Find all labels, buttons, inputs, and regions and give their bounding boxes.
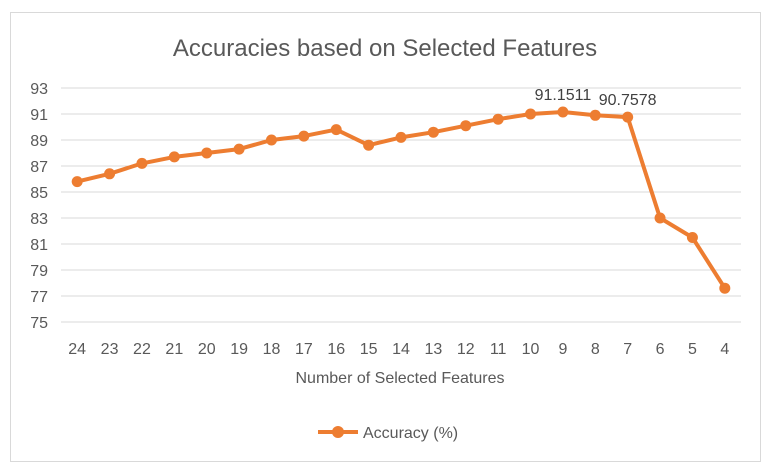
x-tick-label: 5	[688, 341, 697, 358]
data-point	[104, 168, 116, 180]
data-point	[719, 282, 731, 294]
x-tick-label: 4	[720, 341, 729, 358]
x-tick-label: 23	[101, 341, 119, 358]
y-tick-label: 81	[30, 237, 48, 254]
x-axis-ticks: 24 23 22 21 20 19 18 17 16 15 14 13 12 11 10 9 8 7 6 5 4	[68, 341, 729, 358]
data-point	[460, 120, 472, 132]
legend-label: Accuracy (%)	[363, 425, 458, 442]
data-point	[557, 106, 569, 118]
series-accuracy	[71, 106, 731, 294]
x-tick-label: 14	[392, 341, 410, 358]
y-tick-label: 85	[30, 185, 48, 202]
y-tick-label: 83	[30, 211, 48, 228]
x-tick-label: 7	[623, 341, 632, 358]
x-tick-label: 21	[165, 341, 183, 358]
data-point	[427, 126, 439, 138]
x-tick-label: 16	[327, 341, 345, 358]
data-point	[265, 134, 277, 146]
x-tick-label: 18	[263, 341, 281, 358]
data-point	[363, 139, 375, 151]
data-point	[136, 157, 148, 169]
x-tick-label: 10	[522, 341, 540, 358]
x-tick-label: 24	[68, 341, 86, 358]
data-point	[71, 176, 83, 188]
x-tick-label: 11	[490, 341, 507, 358]
data-point	[395, 131, 407, 143]
data-point	[233, 143, 245, 155]
x-tick-label: 13	[424, 341, 442, 358]
y-tick-label: 77	[30, 289, 48, 306]
data-label: 90.7578	[599, 92, 657, 109]
x-tick-label: 20	[198, 341, 216, 358]
data-point	[589, 109, 601, 121]
gridlines	[61, 87, 741, 323]
y-tick-label: 91	[30, 107, 48, 124]
data-point	[622, 111, 634, 123]
x-tick-label: 12	[457, 341, 475, 358]
chart-frame	[10, 12, 761, 462]
legend-dot-marker	[332, 426, 344, 438]
x-tick-label: 9	[558, 341, 567, 358]
x-tick-label: 8	[591, 341, 600, 358]
data-point	[168, 151, 180, 163]
data-point	[201, 147, 213, 159]
data-label: 91.1511	[535, 87, 592, 104]
x-tick-label: 15	[360, 341, 378, 358]
x-tick-label: 17	[295, 341, 313, 358]
y-tick-label: 93	[30, 81, 48, 98]
data-point	[492, 113, 504, 125]
data-point	[330, 124, 342, 136]
y-tick-label: 87	[30, 159, 48, 176]
data-point	[525, 108, 537, 120]
y-axis-ticks: 75 77 79 81 83 85 87 89 91 93	[30, 81, 48, 332]
legend: Accuracy (%)	[318, 425, 458, 442]
x-tick-label: 22	[133, 341, 151, 358]
data-point	[686, 232, 698, 243]
y-tick-label: 79	[30, 263, 48, 280]
x-tick-label: 19	[230, 341, 248, 358]
x-axis-title: Number of Selected Features	[296, 370, 505, 387]
data-point	[298, 130, 310, 142]
y-tick-label: 89	[30, 133, 48, 150]
data-labels: 91.1511 90.7578	[535, 87, 657, 109]
x-tick-label: 6	[656, 341, 665, 358]
y-tick-label: 75	[30, 315, 48, 332]
data-point	[654, 212, 666, 224]
chart-title: Accuracies based on Selected Features	[173, 35, 597, 62]
